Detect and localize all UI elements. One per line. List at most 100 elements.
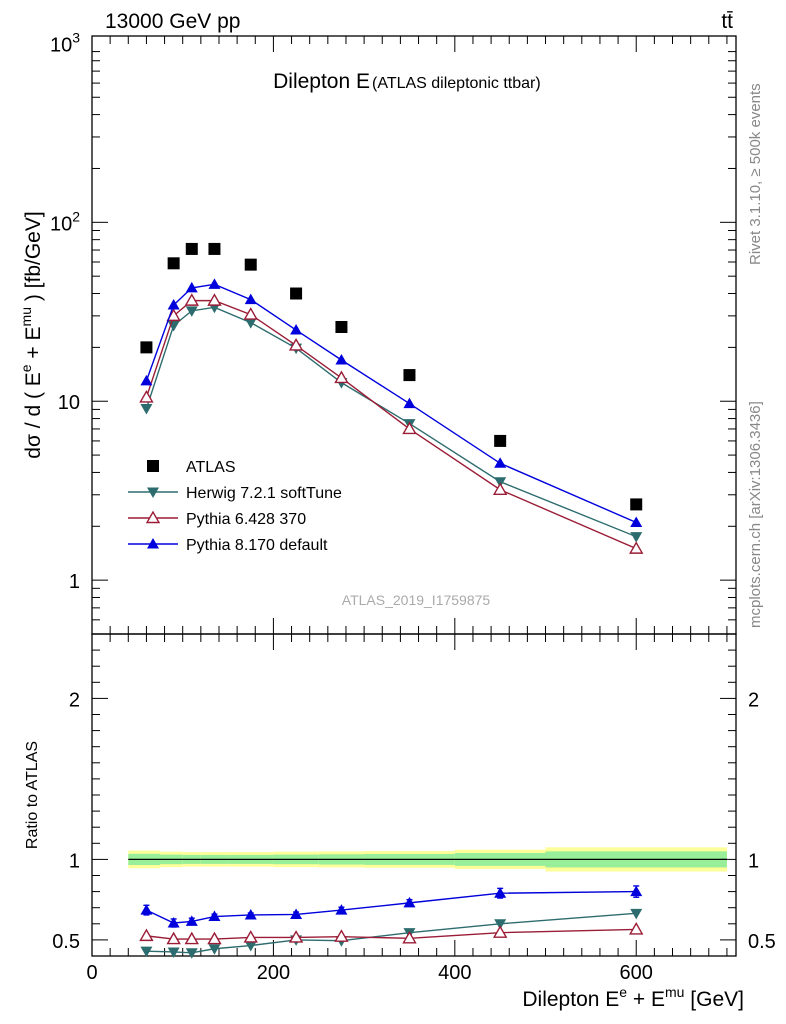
ratio-line (146, 890, 637, 924)
legend-marker (145, 510, 161, 524)
ratio-point (208, 910, 221, 922)
data-point (288, 338, 304, 351)
ratio-point (184, 931, 199, 945)
ratio-point (244, 908, 257, 920)
data-point (402, 421, 417, 435)
data-point (185, 242, 198, 255)
ratio-ylabel: Ratio to ATLAS (24, 741, 41, 849)
ratio-frame (91, 633, 737, 957)
data-point (630, 498, 643, 511)
site-label: mcplots.cern.ch [arXiv:1306.3436] (747, 401, 764, 628)
energy-label: 13000 GeV pp (105, 10, 240, 33)
data-point (208, 278, 221, 289)
legend-label: Herwig 7.2.1 softTune (186, 485, 342, 502)
data-point (185, 306, 198, 317)
main-panel: 1 10 102 103 Dilepton E (ATLAS dileptonic t… (18, 29, 737, 635)
data-point (630, 532, 643, 543)
series-atlas (140, 242, 643, 511)
data-point (630, 516, 643, 527)
ratio-point (288, 930, 304, 943)
main-subtitle: (ATLAS dileptonic ttbar) (372, 75, 541, 92)
ratio-line (146, 928, 637, 940)
ratio-point (167, 947, 180, 958)
legend-label: Pythia 6.428 370 (186, 511, 306, 528)
data-point (244, 258, 257, 271)
ratio-point (290, 908, 303, 919)
ratio-series-pythia-8-170-default (140, 885, 643, 928)
ratio-point (207, 931, 222, 945)
legend-entry: Pythia 8.170 default (128, 537, 328, 554)
ratio-point (243, 930, 258, 943)
ratio-y-tick-label: 2 (69, 689, 80, 711)
ratio-ticks: 0.5 0.5 1 1 2 2 0 200 400 600 (52, 633, 776, 984)
data-point (140, 374, 153, 386)
main-ylabel: dσ / d ( Ee + Emu ) [fb/GeV] (18, 211, 45, 458)
ratio-point (629, 922, 644, 935)
ratio-point (244, 941, 257, 952)
main-ticks: 1 10 102 103 (50, 29, 736, 635)
main-series (139, 242, 644, 554)
y-tick-label: 10 (58, 392, 80, 414)
data-point (492, 482, 508, 495)
x-tick-label: 600 (620, 962, 653, 984)
series-herwig-7-2-1-softtune (140, 302, 643, 543)
x-tick-label: 200 (257, 962, 290, 984)
data-point (335, 320, 348, 333)
series-line (145, 306, 637, 538)
data-point (167, 257, 180, 270)
x-tick-label: 400 (438, 962, 471, 984)
ratio-point (402, 930, 417, 944)
ratio-point (166, 931, 181, 945)
legend-label: ATLAS (186, 459, 236, 476)
ratio-panel: 0.5 0.5 1 1 2 2 0 200 400 600 Ratio to ATLAS Dile… (24, 633, 776, 1011)
ratio-point (494, 887, 507, 898)
legend-entry: Pythia 6.428 370 (128, 510, 306, 528)
ratio-point (139, 928, 154, 942)
ratio-point (185, 915, 198, 926)
legend-marker (147, 538, 159, 549)
ratio-point (185, 948, 198, 959)
ratio-point (630, 885, 643, 897)
ratio-point (140, 904, 153, 915)
ratio-y-tick-label: 0.5 (52, 931, 80, 953)
legend: ATLAS Herwig 7.2.1 softTune Pythia 6.428 3… (128, 459, 342, 554)
data-point (140, 341, 153, 354)
ratio-point (403, 896, 416, 908)
data-point (207, 293, 222, 306)
data-point (403, 397, 416, 409)
legend-label: Pythia 8.170 default (186, 537, 328, 554)
ratio-y-tick-label: 1 (69, 850, 80, 872)
data-point (494, 434, 507, 447)
ratio-point (334, 929, 349, 942)
legend-entry: ATLAS (147, 459, 236, 476)
ratio-point (492, 925, 508, 938)
ratio-point (494, 919, 507, 930)
process-label: tt̄ (721, 10, 733, 33)
data-point (244, 318, 257, 329)
ratio-series-pythia-6-428-370 (139, 922, 644, 945)
ratio-y-tick-label-right: 2 (748, 689, 759, 711)
ratio-series-herwig-7-2-1-softtune (140, 908, 643, 959)
data-point (140, 404, 153, 415)
ratio-series (139, 885, 644, 959)
ratio-point (140, 946, 153, 958)
x-axis-label: Dilepton Ee + Emu [GeV] (522, 984, 744, 1011)
series-line (145, 283, 637, 524)
y-tick-label: 103 (50, 29, 80, 56)
ratio-point (335, 904, 348, 915)
data-point (139, 390, 154, 403)
data-point (184, 293, 199, 306)
series-pythia-6-428-370 (139, 293, 644, 554)
data-point (403, 369, 416, 382)
data-point (244, 293, 257, 305)
rivet-label: Rivet 3.1.10, ≥ 500k events (747, 83, 764, 265)
data-point (290, 287, 303, 300)
data-point (185, 281, 198, 293)
ratio-line (146, 912, 637, 954)
x-tick-label: 0 (86, 962, 97, 984)
data-point (290, 324, 303, 335)
data-point (629, 541, 644, 554)
data-point (243, 307, 258, 320)
series-line (145, 299, 637, 550)
